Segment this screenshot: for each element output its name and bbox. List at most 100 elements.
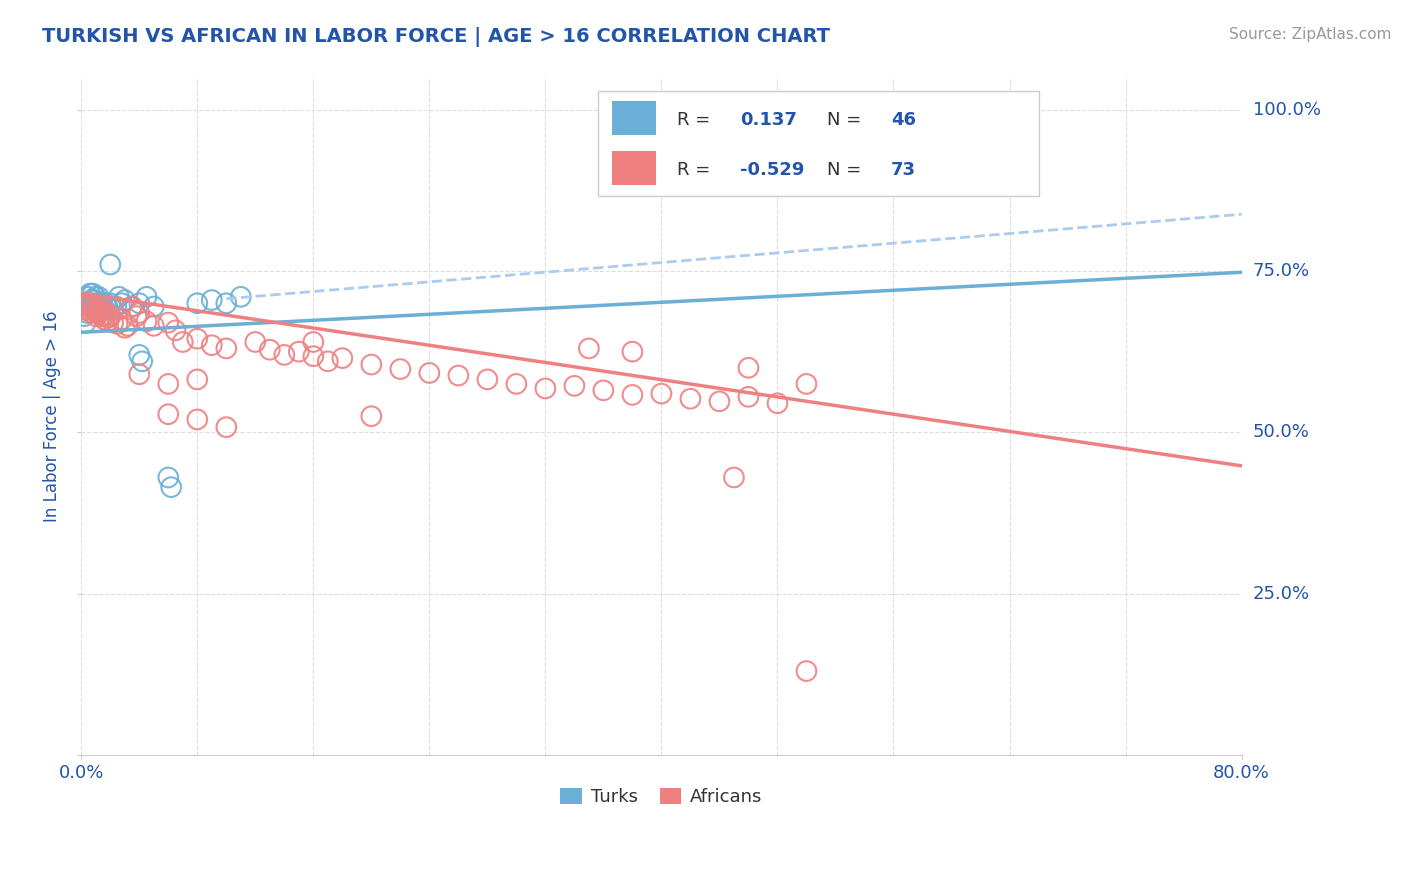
Text: TURKISH VS AFRICAN IN LABOR FORCE | AGE > 16 CORRELATION CHART: TURKISH VS AFRICAN IN LABOR FORCE | AGE …: [42, 27, 830, 46]
Point: [316, 354, 339, 368]
Point: [723, 470, 745, 484]
Point: [76, 306, 98, 320]
Text: 75.0%: 75.0%: [1253, 262, 1310, 280]
Point: [80, 300, 103, 314]
FancyBboxPatch shape: [598, 91, 1039, 196]
Point: [229, 290, 252, 304]
Point: [157, 470, 180, 484]
Point: [77, 300, 100, 314]
Point: [83, 293, 105, 307]
Point: [709, 394, 731, 409]
Point: [80, 293, 103, 307]
Point: [111, 312, 134, 326]
Point: [91, 304, 114, 318]
Point: [288, 344, 311, 359]
Point: [447, 368, 470, 383]
Point: [796, 664, 818, 678]
Point: [107, 317, 129, 331]
Point: [201, 293, 224, 307]
Point: [564, 379, 586, 393]
Point: [82, 300, 104, 314]
Point: [215, 296, 238, 310]
Point: [117, 318, 139, 333]
Point: [360, 409, 382, 424]
Point: [96, 300, 118, 314]
Point: [98, 258, 121, 272]
Point: [172, 334, 194, 349]
Text: R =: R =: [676, 161, 710, 178]
Text: 50.0%: 50.0%: [1253, 424, 1309, 442]
Point: [87, 290, 110, 304]
Point: [84, 290, 107, 304]
Point: [93, 302, 115, 317]
Point: [91, 309, 114, 323]
Point: [80, 306, 103, 320]
Point: [90, 300, 112, 314]
Point: [135, 314, 157, 328]
Point: [125, 309, 148, 323]
Point: [98, 308, 121, 322]
Point: [82, 286, 104, 301]
Point: [77, 290, 100, 304]
Point: [128, 368, 150, 382]
Point: [165, 323, 187, 337]
Point: [505, 376, 527, 391]
Point: [135, 290, 157, 304]
Point: [389, 362, 412, 376]
Point: [75, 296, 97, 310]
Point: [534, 381, 557, 395]
Point: [186, 372, 208, 386]
Point: [83, 304, 105, 318]
Point: [114, 320, 136, 334]
Text: 46: 46: [891, 112, 917, 129]
Point: [186, 412, 208, 426]
Point: [160, 480, 183, 494]
Point: [157, 407, 180, 421]
Point: [98, 296, 121, 310]
Point: [418, 366, 440, 380]
Point: [83, 302, 105, 317]
Point: [679, 392, 702, 406]
Point: [84, 300, 107, 314]
Point: [142, 318, 165, 333]
Point: [302, 349, 325, 363]
Text: Source: ZipAtlas.com: Source: ZipAtlas.com: [1229, 27, 1392, 42]
Point: [75, 316, 97, 330]
Point: [592, 384, 614, 398]
Point: [114, 293, 136, 307]
Point: [128, 306, 150, 320]
Point: [157, 316, 180, 330]
Point: [75, 302, 97, 317]
Point: [186, 296, 208, 310]
Text: -0.529: -0.529: [741, 161, 804, 178]
Point: [201, 338, 224, 352]
Point: [245, 334, 267, 349]
Point: [157, 376, 180, 391]
Point: [82, 296, 104, 310]
Point: [121, 300, 143, 314]
Point: [86, 296, 108, 310]
Point: [128, 296, 150, 310]
Point: [477, 372, 499, 386]
Point: [360, 358, 382, 372]
Point: [93, 312, 115, 326]
Point: [737, 390, 759, 404]
Point: [215, 342, 238, 356]
Point: [128, 348, 150, 362]
Point: [79, 296, 101, 310]
Text: 73: 73: [891, 161, 917, 178]
Point: [111, 296, 134, 310]
Point: [87, 300, 110, 314]
Point: [89, 296, 111, 310]
Point: [330, 351, 353, 365]
Point: [77, 302, 100, 317]
Text: N =: N =: [827, 112, 862, 129]
Text: 25.0%: 25.0%: [1253, 584, 1310, 603]
Point: [131, 354, 153, 368]
Text: R =: R =: [676, 112, 710, 129]
Point: [186, 332, 208, 346]
FancyBboxPatch shape: [612, 102, 655, 136]
Text: N =: N =: [827, 161, 862, 178]
Point: [621, 109, 644, 123]
Point: [87, 306, 110, 320]
